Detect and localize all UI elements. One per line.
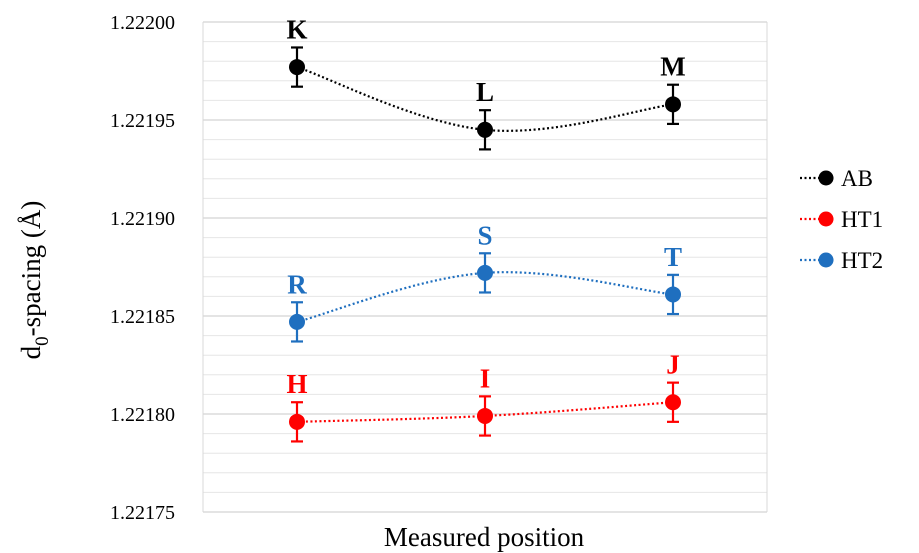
series-ht1: H I J (286, 350, 681, 443)
y-axis: 1.22175 1.22180 1.22185 1.22190 1.22195 1.222… (110, 12, 175, 524)
y-axis-title-rest: -spacing (Å) (16, 201, 46, 337)
point-label: T (664, 242, 682, 272)
point-label: I (480, 363, 491, 393)
data-point (477, 407, 493, 424)
series-ht2: R S T (287, 220, 682, 343)
data-point (289, 59, 305, 76)
series-ab: K L M (286, 14, 686, 151)
legend-label: HT1 (841, 207, 883, 232)
point-label: S (477, 220, 492, 250)
point-label: L (476, 77, 494, 107)
point-label: M (660, 52, 685, 82)
data-point (289, 313, 305, 330)
plot-area: K L M H I J R S T (286, 14, 686, 443)
data-point (665, 96, 681, 113)
y-tick-label: 1.22185 (110, 306, 175, 328)
legend-marker (818, 170, 834, 186)
y-tick-label: 1.22180 (110, 404, 175, 426)
legend-marker (818, 211, 834, 227)
y-tick-label: 1.22195 (110, 110, 175, 132)
legend-item-ab: AB (800, 166, 873, 191)
data-point (477, 121, 493, 138)
legend-item-ht2: HT2 (800, 248, 883, 273)
y-tick-label: 1.22190 (110, 208, 175, 230)
y-axis-title-main: d (16, 345, 46, 359)
y-axis-title-subscript: 0 (32, 336, 53, 346)
x-axis-title: Measured position (384, 522, 585, 552)
point-label: J (666, 350, 680, 380)
data-point (477, 264, 493, 281)
data-point (665, 286, 681, 303)
legend-label: AB (841, 166, 873, 191)
data-point (289, 413, 305, 430)
y-tick-label: 1.22200 (110, 12, 175, 34)
y-axis-title: d0-spacing (Å) (16, 201, 53, 360)
legend: AB HT1 HT2 (800, 166, 883, 273)
point-label: R (287, 269, 307, 299)
point-label: H (286, 369, 307, 399)
legend-item-ht1: HT1 (800, 207, 883, 232)
y-tick-label: 1.22175 (110, 502, 175, 524)
data-point (665, 394, 681, 411)
legend-label: HT2 (841, 248, 883, 273)
legend-marker (818, 252, 834, 268)
point-label: K (286, 14, 307, 44)
